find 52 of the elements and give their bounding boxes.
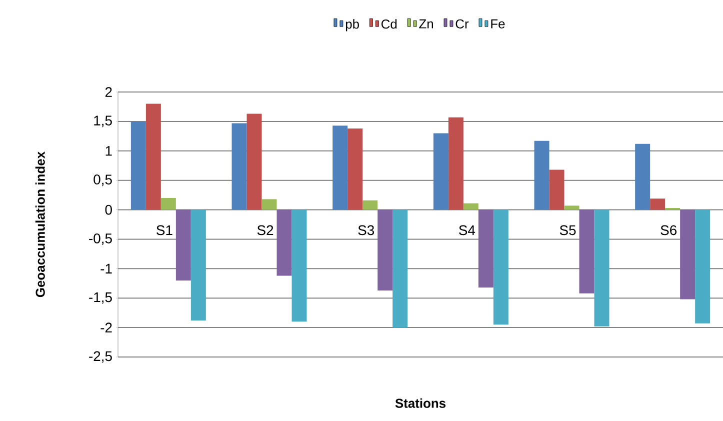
bar [362,200,378,210]
y-tick-label: -0,5 [89,233,112,245]
y-tick-label: 1 [106,146,112,156]
bar [478,210,494,288]
y-tick-label: -2,5 [89,351,112,363]
bar [635,144,650,210]
legend-label: Zn [419,19,433,28]
bar [534,140,550,210]
bar [292,210,307,322]
bar [160,198,176,210]
legend-label: pb [346,19,359,32]
y-tick-label: 2 [105,87,112,97]
y-tick-label: 0,5 [94,174,112,186]
bar [378,210,393,290]
x-tick-label: S3 [358,225,374,236]
bar [232,123,247,210]
bar [130,121,146,210]
bar [680,210,696,300]
x-tick-label: S4 [459,225,476,236]
bar [579,210,594,294]
bar [146,104,161,210]
bar [392,210,408,328]
bar [493,210,508,325]
y-tick-label: -1,5 [89,292,112,304]
x-axis-title: Stations [395,398,446,408]
bar [190,210,206,320]
bar [276,210,292,276]
x-tick-label: S1 [156,225,172,236]
legend-label: Cd [381,19,397,29]
bar [564,206,580,210]
y-axis-title: Geoaccumulation index [35,152,45,298]
bar [332,126,348,210]
bar [246,114,262,210]
x-tick-label: S5 [560,225,576,236]
bar [695,210,710,324]
legend-label: Fe [491,19,505,28]
bar [448,117,464,210]
bar [463,203,478,210]
bar [176,210,191,280]
y-tick-label: 0 [105,204,112,215]
bar [348,128,363,210]
bar [549,170,564,210]
x-tick-label: S6 [660,225,677,236]
bar [262,199,277,210]
y-tick-label: -2 [100,322,112,332]
y-tick-label: 1,5 [94,116,112,128]
bar [650,198,666,210]
y-tick-label: -1 [100,264,112,274]
bar [594,210,610,326]
legend-label: Cr [456,19,469,28]
x-tick-label: S2 [257,225,274,236]
bar [433,133,448,210]
